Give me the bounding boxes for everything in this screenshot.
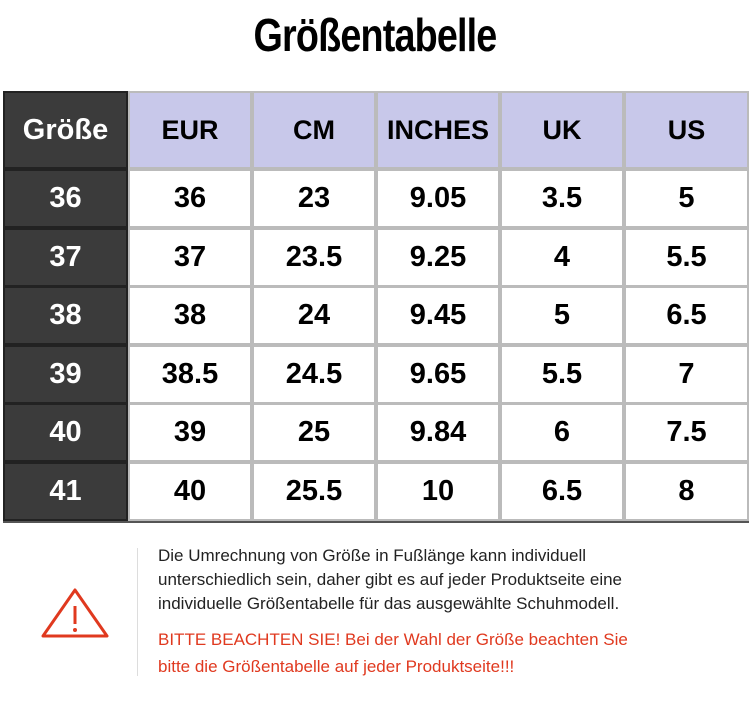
value-cell: 5.5 [624, 227, 749, 287]
header-cell: UK [500, 91, 624, 169]
value-cell: 23.5 [252, 227, 376, 287]
value-cell: 24 [252, 286, 376, 345]
value-cell: 5 [500, 286, 624, 345]
value-cell: 24.5 [252, 344, 376, 404]
value-cell: 6 [500, 403, 624, 462]
size-cell: 40 [3, 403, 128, 462]
value-cell: 36 [128, 169, 252, 228]
value-cell: 9.84 [376, 403, 500, 462]
warning-icon [41, 588, 109, 638]
value-cell: 7 [624, 344, 749, 404]
value-cell: 40 [128, 461, 252, 521]
size-cell: 39 [3, 344, 128, 404]
value-cell: 25.5 [252, 461, 376, 521]
value-cell: 9.65 [376, 344, 500, 404]
value-cell: 8 [624, 461, 749, 521]
value-cell: 37 [128, 227, 252, 287]
value-cell: 5.5 [500, 344, 624, 404]
value-cell: 6.5 [624, 286, 749, 345]
size-cell: 38 [3, 286, 128, 345]
value-cell: 23 [252, 169, 376, 228]
value-cell: 7.5 [624, 403, 749, 462]
size-cell: 41 [3, 461, 128, 521]
header-cell: EUR [128, 91, 252, 169]
value-cell: 39 [128, 403, 252, 462]
header-cell: CM [252, 91, 376, 169]
header-cell: Größe [3, 91, 128, 169]
size-table: Größe EUR CM INCHES UK US 36 36 23 9.05 3.5 5 37 37 23… [3, 91, 749, 523]
header-cell: INCHES [376, 91, 500, 169]
header-cell: US [624, 91, 749, 169]
value-cell: 25 [252, 403, 376, 462]
value-cell: 38 [128, 286, 252, 345]
warning-line: BITTE BEACHTEN SIE! Bei der Wahl der Grö… [158, 630, 628, 649]
note-line: Die Umrechnung von Größe in Fußlänge kan… [158, 546, 587, 565]
value-cell: 4 [500, 227, 624, 287]
value-cell: 5 [624, 169, 749, 228]
size-cell: 37 [3, 227, 128, 287]
note-line: unterschiedlich sein, daher gibt es auf … [158, 570, 623, 589]
value-cell: 9.25 [376, 227, 500, 287]
divider [137, 548, 138, 676]
warning-line: bitte die Größentabelle auf jeder Produk… [158, 657, 515, 676]
title: Größentabelle [253, 9, 498, 61]
value-cell: 10 [376, 461, 500, 521]
value-cell: 3.5 [500, 169, 624, 228]
value-cell: 38.5 [128, 344, 252, 404]
size-cell: 36 [3, 169, 128, 228]
value-cell: 6.5 [500, 461, 624, 521]
note-line: individuelle Größentabelle für das ausge… [158, 594, 620, 613]
value-cell: 9.05 [376, 169, 500, 228]
value-cell: 9.45 [376, 286, 500, 345]
